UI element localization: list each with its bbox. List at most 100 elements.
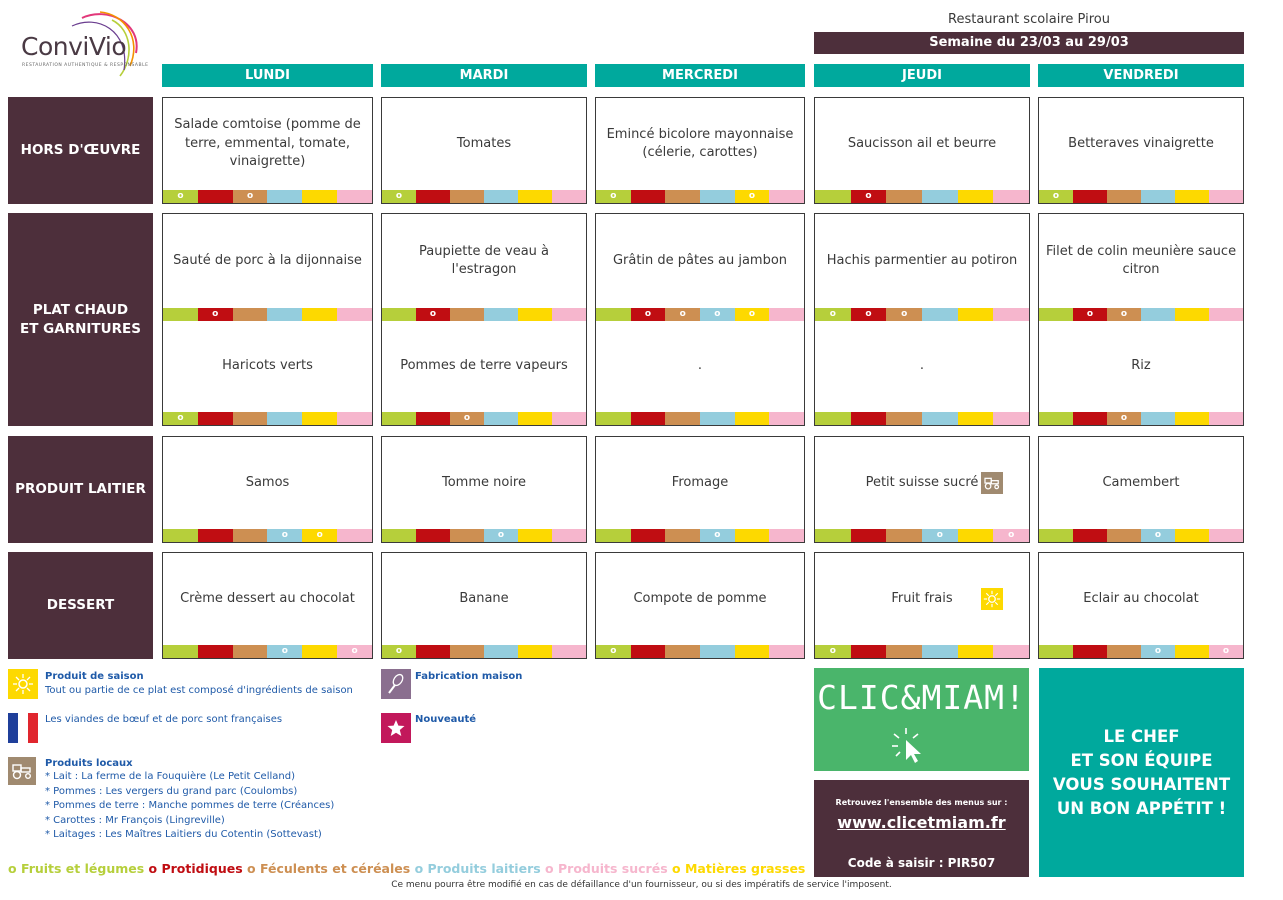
- logo-wordmark: ConviVio: [21, 32, 127, 61]
- nutrient-mark: [993, 645, 1030, 658]
- category-label: Fruits et légumes: [20, 861, 145, 876]
- nutrient-mark: [815, 529, 851, 542]
- nutrient-mark: [416, 412, 450, 425]
- nutrient-mark: [1175, 529, 1209, 542]
- nutrient-mark: [1175, 645, 1209, 658]
- side-dish-name: Riz: [1131, 358, 1151, 374]
- week-banner: Semaine du 23/03 au 29/03: [814, 32, 1244, 54]
- nutrient-mark: o: [1209, 645, 1243, 658]
- clicmiam-banner[interactable]: CLIC&MIAM!: [814, 668, 1029, 771]
- nutrient-mark: [769, 412, 805, 425]
- nutrient-strip: o: [382, 308, 586, 321]
- nutrient-mark: [700, 190, 735, 203]
- nutrient-mark: [957, 190, 994, 203]
- nutrient-mark: [630, 645, 666, 658]
- nutrient-strip: o: [163, 412, 372, 425]
- menu-cell-produit_laitier-jeudi: Petit suisse sucré o o: [814, 436, 1030, 543]
- dish-name: Fromage: [671, 474, 729, 490]
- nutrient-mark: [232, 529, 268, 542]
- nutrient-mark: [382, 412, 416, 425]
- nutrient-mark: [665, 529, 701, 542]
- nutrient-mark: o: [734, 308, 770, 321]
- nutrient-mark: [1209, 412, 1243, 425]
- footer-note: Ce menu pourra être modifié en cas de dé…: [391, 880, 892, 890]
- nutrient-mark: [886, 529, 923, 542]
- nutrient-mark: [232, 308, 268, 321]
- nutrient-mark: o: [1073, 308, 1107, 321]
- nutrient-mark: [450, 190, 484, 203]
- nutrient-mark: o: [596, 645, 631, 658]
- category-symbol: o: [545, 861, 554, 876]
- day-header-jeudi: JEUDI: [814, 64, 1030, 87]
- dish-name: Banane: [459, 590, 509, 606]
- nutrient-mark: [957, 412, 994, 425]
- nutrient-mark: o: [416, 308, 450, 321]
- legend-nouveaute-title: Nouveauté: [415, 714, 477, 725]
- category-symbol: o: [672, 861, 681, 876]
- nutrient-mark: [769, 645, 805, 658]
- french-flag-icon: [8, 713, 38, 743]
- nutrient-mark: [552, 308, 586, 321]
- nutrient-mark: [665, 645, 701, 658]
- legend-locaux-item: * Pommes : Les vergers du grand parc (Co…: [45, 785, 298, 797]
- nutrient-mark: o: [1039, 190, 1073, 203]
- dish-name: Fruit frais: [891, 590, 953, 606]
- nutrient-strip: o: [382, 529, 586, 542]
- menu-cell-produit_laitier-lundi: Samos o o: [162, 436, 373, 543]
- nutrient-mark: o: [267, 529, 303, 542]
- nutrient-mark: [957, 308, 994, 321]
- dish-name: Emincé bicolore mayonnaise (célerie, car…: [606, 126, 794, 161]
- menu-cell-plat-chaud-lundi: Sauté de porc à la dijonnaise o Haricots v…: [162, 213, 373, 426]
- nutrient-strip: o: [596, 645, 805, 658]
- food-category-legend: o Fruits et légumes o Protidiques o Fécu…: [8, 861, 805, 876]
- nutrient-mark: [700, 645, 735, 658]
- nutrient-strip: o: [815, 645, 1030, 658]
- nutrient-mark: o: [1141, 529, 1175, 542]
- nutrient-mark: o: [850, 190, 887, 203]
- nutrient-mark: [815, 190, 851, 203]
- nutrient-strip: o: [382, 645, 586, 658]
- dish-name: Salade comtoise (pomme de terre, emmenta…: [174, 117, 361, 170]
- dish-name: Filet de colin meunière sauce citron: [1045, 243, 1237, 278]
- dish-name: Tomates: [456, 135, 512, 151]
- nutrient-mark: [484, 190, 518, 203]
- row-label-plat-chaud: PLAT CHAUD ET GARNITURES: [8, 213, 153, 426]
- nutrient-strip: o: [382, 412, 586, 425]
- nutrient-mark: [993, 190, 1030, 203]
- nutrient-strip: o: [1039, 412, 1243, 425]
- nutrient-mark: [1175, 190, 1209, 203]
- nutrient-mark: [957, 645, 994, 658]
- nutrient-mark: o: [232, 190, 268, 203]
- nutrient-mark: [518, 190, 552, 203]
- nutrient-mark: [337, 308, 372, 321]
- nutrient-mark: [1073, 412, 1107, 425]
- row-label-produit-laitier: PRODUIT LAITIER: [8, 436, 153, 543]
- dish-name: Saucisson ail et beurre: [847, 135, 997, 151]
- nutrient-mark: [886, 412, 923, 425]
- nutrient-mark: [267, 308, 303, 321]
- nutrient-mark: [1141, 308, 1175, 321]
- nutrient-mark: [382, 529, 416, 542]
- chef-message: LE CHEF ET SON ÉQUIPE VOUS SOUHAITENT UN…: [1039, 668, 1244, 877]
- logo-swirl-icon: [71, 11, 138, 77]
- nutrient-mark: o: [484, 529, 518, 542]
- nutrient-mark: [552, 645, 586, 658]
- nutrient-mark: o: [1107, 412, 1141, 425]
- nutrient-mark: [850, 645, 887, 658]
- nutrient-mark: o: [815, 645, 851, 658]
- nutrient-strip: [815, 412, 1030, 425]
- dish-name: Betteraves vinaigrette: [1068, 135, 1214, 151]
- nutrient-mark: [450, 645, 484, 658]
- category-symbol: o: [148, 861, 158, 876]
- nutrient-mark: [922, 190, 958, 203]
- clicmiam-link[interactable]: www.clicetmiam.fr: [837, 813, 1006, 832]
- nutrient-mark: o: [665, 308, 701, 321]
- nutrient-mark: [416, 529, 450, 542]
- nutrient-mark: [630, 190, 666, 203]
